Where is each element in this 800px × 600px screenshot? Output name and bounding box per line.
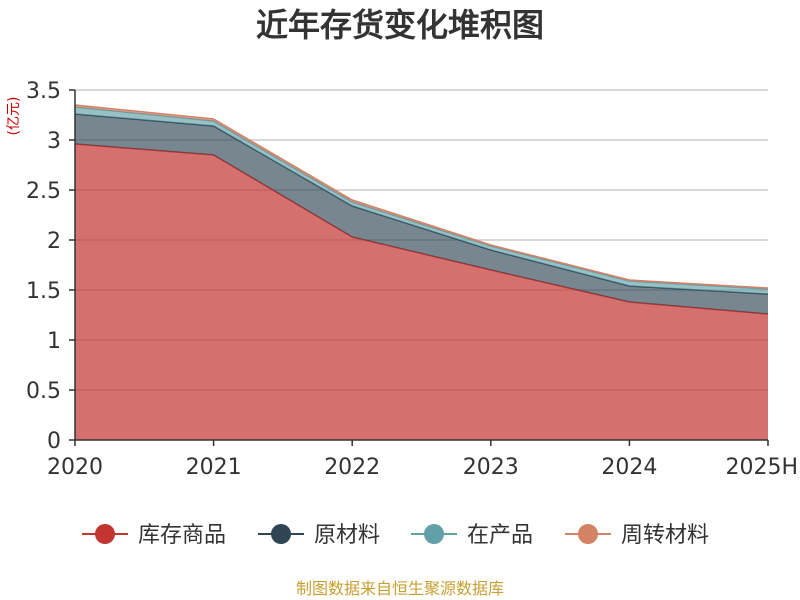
legend-label: 周转材料 [621, 523, 709, 548]
x-tick-label: 2024 [601, 455, 657, 480]
legend-item-2[interactable]: 原材料 [258, 523, 380, 548]
y-tick-label: 1.5 [26, 279, 61, 304]
y-axis-unit-label: (亿元) [6, 97, 22, 136]
x-tick-labels: 2020 2021 2022 2023 2024 2025H [47, 455, 798, 480]
area-series-group [74, 104, 769, 440]
y-tick-label: 0.5 [26, 379, 61, 404]
x-tick-label: 2025H [725, 455, 798, 480]
y-tick-labels: 0 0.5 1 1.5 2 2.5 3 3.5 [26, 79, 61, 454]
x-tick-label: 2023 [463, 455, 519, 480]
legend-marker [95, 524, 115, 544]
area-line-4 [74, 104, 769, 289]
y-tick-label: 2 [47, 229, 61, 254]
y-tick-label: 2.5 [26, 179, 61, 204]
legend-label: 库存商品 [138, 523, 226, 548]
legend: 库存商品 原材料 在产品 周转材料 [82, 523, 709, 548]
legend-marker [424, 524, 444, 544]
y-tick-label: 3 [47, 129, 61, 154]
legend-item-4[interactable]: 周转材料 [565, 523, 709, 548]
y-tick-label: 1 [47, 329, 61, 354]
legend-marker [271, 524, 291, 544]
area-1 [75, 144, 768, 440]
chart-title: 近年存货变化堆积图 [256, 6, 544, 44]
y-tick-label: 0 [47, 429, 61, 454]
legend-item-1[interactable]: 库存商品 [82, 523, 226, 548]
area-2 [75, 114, 768, 314]
axes [69, 89, 769, 446]
y-tick-label: 3.5 [26, 79, 61, 104]
x-tick-label: 2021 [186, 455, 242, 480]
legend-marker [578, 524, 598, 544]
legend-item-3[interactable]: 在产品 [411, 523, 533, 548]
legend-label: 在产品 [467, 523, 533, 548]
legend-label: 原材料 [314, 523, 380, 548]
x-tick-label: 2020 [47, 455, 103, 480]
data-source-note: 制图数据来自恒生聚源数据库 [296, 579, 504, 598]
x-tick-label: 2022 [324, 455, 380, 480]
